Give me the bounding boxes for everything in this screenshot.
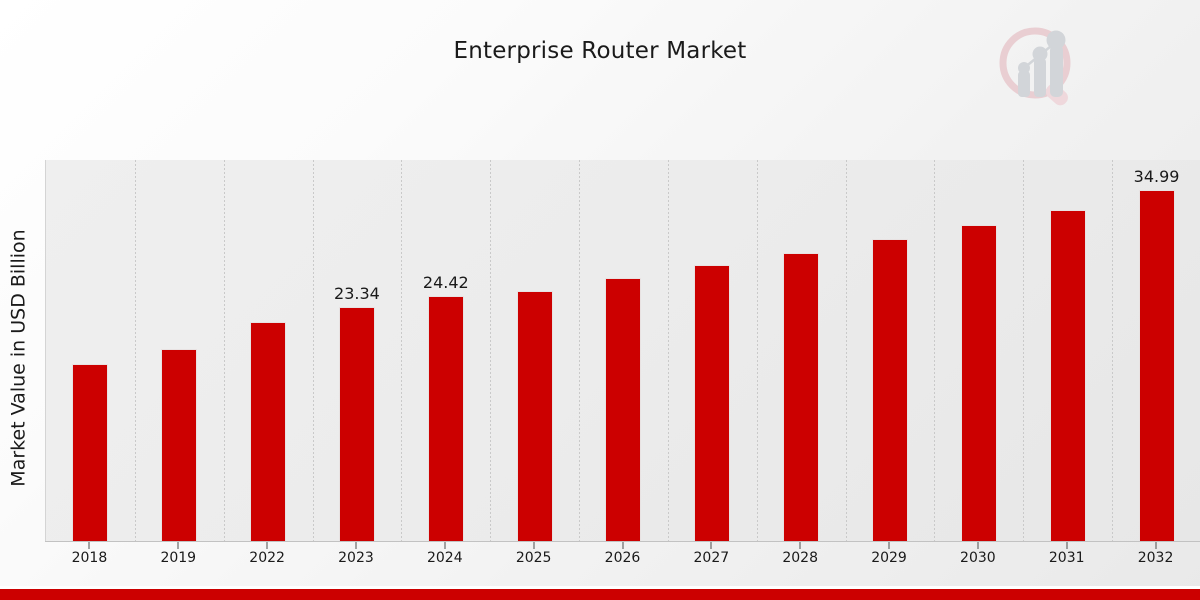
gridline [223, 160, 225, 541]
bar-group [224, 160, 313, 541]
x-axis-tick-label: 2026 [604, 550, 641, 566]
x-axis-tick-label: 2018 [71, 550, 108, 566]
gridline [312, 160, 314, 541]
bar-group: 24.42 [401, 160, 490, 541]
x-axis-tick [888, 542, 890, 549]
x-axis-tick [1066, 542, 1068, 549]
x-axis-tick [533, 542, 535, 549]
bar-value-label: 34.99 [1133, 167, 1180, 187]
bar[interactable] [161, 348, 198, 541]
x-axis-tick-label: 2022 [249, 550, 285, 566]
x-axis-tick [977, 542, 979, 549]
x-axis-tick-label: 2032 [1137, 550, 1174, 566]
bar[interactable] [338, 307, 375, 541]
footer-separator [0, 586, 1200, 589]
bar-group [1023, 160, 1112, 541]
x-axis-tick [444, 542, 446, 549]
x-axis-tick-label: 2025 [515, 550, 552, 566]
bar[interactable] [1138, 190, 1175, 541]
bar-value-label: 24.42 [422, 273, 469, 293]
x-axis-tick [88, 542, 90, 549]
bar-group [846, 160, 935, 541]
gridlines [46, 160, 1200, 541]
bar[interactable] [960, 225, 997, 541]
bar-group [490, 160, 579, 541]
gridline [1112, 160, 1114, 541]
bar-group [46, 160, 135, 541]
x-axis-tick-label: 2031 [1048, 550, 1085, 566]
x-axis-tick-label: 2023 [338, 550, 374, 566]
bar[interactable] [250, 322, 287, 541]
x-axis-labels: 2018 2019 2022 2023 2024 2025 2026 2027 2028 2029… [45, 542, 1200, 572]
gridline [134, 160, 136, 541]
bars-layer: 23.34 24.42 34.99 [46, 160, 1200, 541]
footer-band [0, 589, 1200, 600]
x-axis-tick-label: 2027 [693, 550, 730, 566]
bar[interactable] [694, 265, 731, 541]
gridline [667, 160, 669, 541]
gridline [934, 160, 936, 541]
gridline [401, 160, 403, 541]
x-axis-tick-label: 2030 [960, 550, 996, 566]
bar-group [135, 160, 224, 541]
x-axis-tick [622, 542, 623, 549]
bar-group [668, 160, 757, 541]
market-research-magnifier-logo [987, 18, 1092, 118]
bar-group: 34.99 [1112, 160, 1200, 541]
x-axis-tick-label: 2028 [782, 550, 819, 566]
bar[interactable] [516, 291, 553, 541]
x-axis-tick [355, 542, 357, 549]
y-axis-title-text: Market Value in USD Billion [8, 228, 31, 487]
bar-value-label: 23.34 [334, 284, 380, 303]
x-axis-tick-label: 2029 [871, 550, 907, 566]
plot-area: 23.34 24.42 34.99 [45, 160, 1200, 541]
bar[interactable] [72, 363, 109, 541]
bar[interactable] [427, 296, 464, 541]
bar[interactable] [872, 239, 909, 541]
x-axis-tick [710, 542, 712, 549]
x-axis-line [45, 541, 1200, 542]
bar-group: 23.34 [313, 160, 402, 541]
x-axis-tick [177, 542, 179, 549]
x-axis-tick [266, 542, 268, 549]
gridline [490, 160, 492, 541]
gridline [756, 160, 758, 541]
gridline [579, 160, 581, 541]
page-title: Enterprise Router Market [453, 38, 747, 64]
y-axis-title: Market Value in USD Billion [2, 160, 36, 555]
gridline [1023, 160, 1025, 541]
bar-group [757, 160, 846, 541]
x-axis-tick-label: 2024 [426, 550, 463, 566]
gridline [845, 160, 847, 541]
x-axis-tick-label: 2019 [160, 550, 197, 566]
bar[interactable] [1049, 210, 1086, 541]
bar-group [579, 160, 668, 541]
x-axis-tick [799, 542, 801, 549]
bar[interactable] [605, 278, 642, 541]
bar-group [934, 160, 1023, 541]
bar[interactable] [783, 253, 820, 541]
x-axis-tick [1155, 542, 1157, 549]
